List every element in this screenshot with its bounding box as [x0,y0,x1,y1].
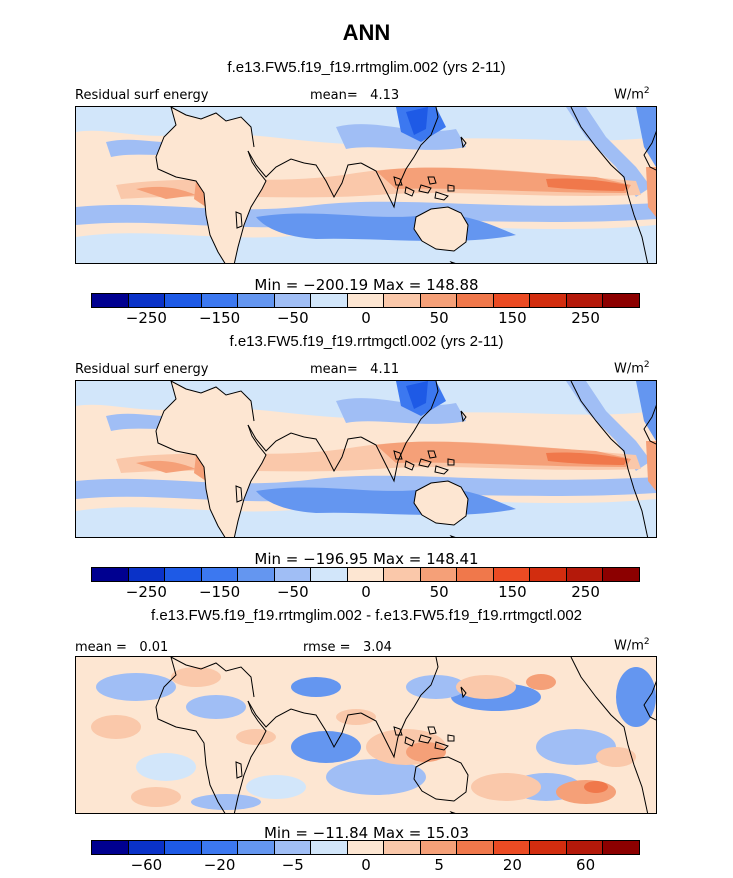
colorbar-tick-label: 5 [434,856,444,874]
colorbar-swatch [92,841,129,854]
panel-1-mean-label: mean= 4.13 [310,88,400,103]
colorbar-swatch [457,294,494,307]
colorbar-tick-label: −150 [198,583,241,601]
panel-2-units: W/m2 [614,360,650,377]
colorbar-swatch [347,294,385,307]
panel-3-title: f.e13.FW5.f19_f19.rrtmglim.002 - f.e13.F… [150,607,582,624]
panel-2-max-value: 148.41 [426,550,479,568]
colorbar-tick-label: 150 [498,583,527,601]
colorbar-tick-label: 0 [361,583,371,601]
colorbar-swatch [384,841,421,854]
panel-3-min-value: −11.84 [312,824,369,842]
panel-2-title: f.e13.FW5.f19_f19.rrtmgctl.002 (yrs 2-11… [229,333,504,350]
colorbar-swatch [274,294,312,307]
colorbar-swatch [566,294,604,307]
panel-2-colorbar [91,567,640,582]
colorbar-swatch [311,294,348,307]
colorbar-swatch [92,568,129,581]
colorbar-swatch [530,841,567,854]
panel-1-minmax: Min = −200.19 Max = 148.88 [254,276,479,294]
colorbar-swatch [347,841,385,854]
panel-3-mean-value: 0.01 [139,640,169,655]
panel-3-colorbar [91,840,640,855]
colorbar-tick-label: −250 [125,309,167,327]
colorbar-swatch [603,841,639,854]
colorbar-swatch [274,841,312,854]
panel-2-min-value: −196.95 [303,550,369,568]
panel-1-mean-value: 4.13 [370,88,400,103]
panel-1-min-value: −200.19 [303,276,369,294]
panel-2-mean-value: 4.11 [370,362,400,377]
colorbar-swatch [384,294,421,307]
panel-2-mean-label: mean= 4.11 [310,362,400,377]
colorbar-tick-label: 20 [502,856,522,874]
colorbar-swatch [603,294,639,307]
colorbar-swatch [165,294,202,307]
colorbar-tick-label: −50 [276,309,309,327]
colorbar-swatch [128,568,166,581]
colorbar-swatch [493,841,531,854]
colorbar-swatch [201,568,239,581]
colorbar-swatch [92,294,129,307]
colorbar-tick-label: 0 [361,856,371,874]
colorbar-swatch [603,568,639,581]
colorbar-swatch [274,568,312,581]
colorbar-tick-label: 250 [571,583,600,601]
colorbar-tick-label: −5 [281,856,304,874]
colorbar-swatch [493,294,531,307]
panel-1-map [75,106,657,264]
colorbar-swatch [128,841,166,854]
panel-1-title: f.e13.FW5.f19_f19.rrtmglim.002 (yrs 2-11… [227,59,506,76]
panel-3-map [75,656,657,814]
colorbar-swatch [238,294,275,307]
colorbar-tick-label: 50 [429,309,449,327]
colorbar-swatch [384,568,421,581]
colorbar-tick-label: −150 [198,309,241,327]
panel-3-rmse-label: rmse = 3.04 [303,640,392,655]
colorbar-tick-label: −20 [203,856,236,874]
colorbar-swatch [347,568,385,581]
colorbar-swatch [311,568,348,581]
panel-1-units: W/m2 [614,86,650,103]
colorbar-swatch [165,841,202,854]
colorbar-swatch [457,568,494,581]
colorbar-tick-label: −250 [125,583,167,601]
colorbar-tick-label: 250 [571,309,600,327]
colorbar-swatch [530,568,567,581]
figure-title: ANN [342,20,391,45]
colorbar-tick-label: 60 [576,856,596,874]
colorbar-swatch [420,294,458,307]
colorbar-swatch [128,294,166,307]
colorbar-tick-label: −60 [130,856,163,874]
colorbar-swatch [238,841,275,854]
colorbar-swatch [201,841,239,854]
colorbar-swatch [566,841,604,854]
panel-2-minmax: Min = −196.95 Max = 148.41 [254,550,479,568]
panel-3-minmax: Min = −11.84 Max = 15.03 [263,824,470,842]
colorbar-swatch [201,294,239,307]
colorbar-tick-label: 150 [498,309,527,327]
colorbar-tick-label: 50 [429,583,449,601]
colorbar-swatch [238,568,275,581]
colorbar-swatch [420,568,458,581]
panel-3-mean-label: mean = 0.01 [75,640,169,655]
colorbar-tick-label: 0 [361,309,371,327]
colorbar-swatch [530,294,567,307]
colorbar-tick-label: −50 [276,583,309,601]
panel-3-rmse-value: 3.04 [362,640,392,655]
colorbar-swatch [566,568,604,581]
panel-1-colorbar [91,293,640,308]
colorbar-swatch [493,568,531,581]
colorbar-swatch [420,841,458,854]
panel-2-map [75,380,657,538]
panel-1-max-value: 148.88 [426,276,479,294]
panel-3-units: W/m2 [614,637,650,654]
panel-3-max-value: 15.03 [426,824,470,842]
panel-2-variable-label: Residual surf energy [75,362,209,377]
colorbar-swatch [165,568,202,581]
colorbar-swatch [311,841,348,854]
colorbar-swatch [457,841,494,854]
panel-1-variable-label: Residual surf energy [75,88,209,103]
